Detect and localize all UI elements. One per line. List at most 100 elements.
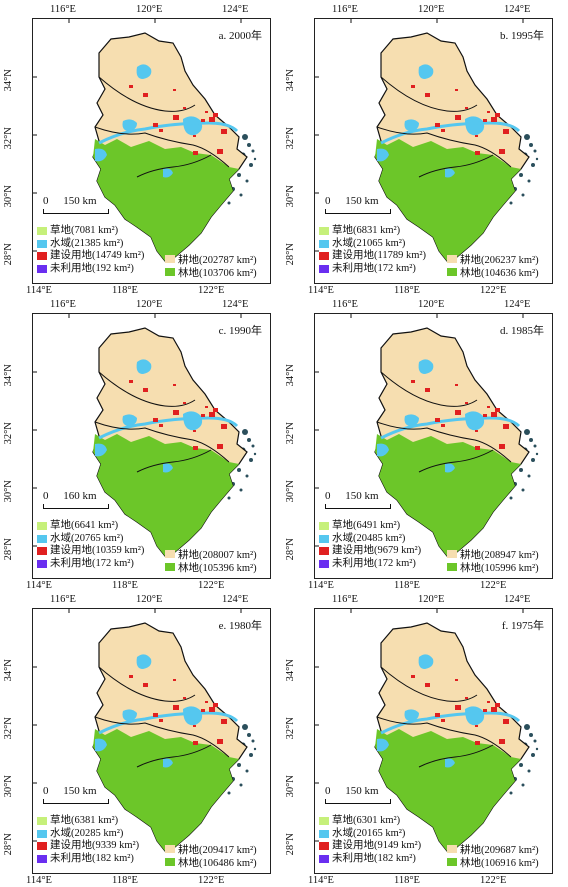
built-up-areas <box>411 675 509 745</box>
province-border <box>94 76 230 168</box>
legend-value: (21385 km²) <box>71 237 124 249</box>
top-tick-label: 124°E <box>504 299 531 310</box>
legend-label: 未利用地 <box>50 557 92 569</box>
bottom-tick-label: 118°E <box>112 580 138 591</box>
qiandao-lake <box>163 463 173 473</box>
built-up-patch <box>499 739 505 744</box>
legend-value: (21065 km²) <box>353 237 406 249</box>
built-up-patch <box>143 93 148 97</box>
land-use-map <box>315 609 539 852</box>
map-panel-4: 116°E 120°E 124°E 34°N 32°N 30°N 28°N 32… <box>285 299 560 590</box>
left-tick-label: 30°N <box>284 775 296 798</box>
legend-value: (20485 km²) <box>353 532 406 544</box>
island-mark <box>527 474 531 478</box>
forest-area <box>93 729 239 851</box>
chaohu-lake <box>404 414 419 426</box>
province-border <box>94 371 230 463</box>
unused-swatch <box>319 264 329 273</box>
legend-item-unused: 未利用地 (172 km²) <box>319 263 426 276</box>
legend-label: 建设用地 <box>332 250 374 261</box>
built-up-patch <box>495 408 500 412</box>
legend-value: (105996 km²) <box>481 562 539 574</box>
left-tick-label: 28°N <box>284 538 296 561</box>
unused-swatch <box>37 264 47 273</box>
province-border <box>376 371 512 463</box>
land-use-map <box>315 19 539 262</box>
qiandao-lake <box>163 758 173 768</box>
left-tick-label: 32°N <box>2 422 14 445</box>
island-mark <box>245 474 249 478</box>
province-border <box>376 666 512 758</box>
panel-title: b. 1995年 <box>500 30 544 42</box>
bottom-tick-label: 122°E <box>480 875 507 886</box>
built-up-patch <box>173 410 179 415</box>
island-mark <box>531 753 535 757</box>
legend-item-water: 水域 (20765 km²) <box>37 533 144 546</box>
legend-value: (14749 km²) <box>92 250 145 261</box>
built-up-patch <box>159 129 163 132</box>
chaohu-lake <box>122 119 137 131</box>
left-tick-label: 28°N <box>2 243 14 266</box>
map-frame: b. 1995年 0 150 km 草地 (6831 km²) 水域 (21065 … <box>314 18 553 284</box>
hongze-lake <box>418 64 434 79</box>
built-up-patch <box>483 709 487 712</box>
island-mark <box>239 488 243 492</box>
legend: 草地 (6831 km²) 水域 (21065 km²) 建设用地 (11789 km… <box>319 225 426 275</box>
built-up-patch <box>441 719 445 722</box>
graticule-ticks <box>33 19 242 252</box>
legend-label: 建设用地 <box>332 840 374 851</box>
legend-label: 草地 <box>50 520 71 531</box>
bottom-tick-label: 114°E <box>308 875 334 886</box>
chaohu-lake <box>404 709 419 721</box>
legend-value: (6641 km²) <box>71 520 119 531</box>
grass-swatch <box>319 817 329 826</box>
legend-value: (208007 km²) <box>199 550 257 561</box>
legend-label: 草地 <box>50 815 71 826</box>
qiandao-lake <box>445 168 455 178</box>
crop-swatch <box>165 255 175 263</box>
map-panel-5: 116°E 120°E 124°E 34°N 32°N 30°N 28°N 32… <box>3 594 278 885</box>
unused-swatch <box>37 559 47 568</box>
bottom-tick-label: 118°E <box>394 875 420 886</box>
legend-label: 耕地 <box>460 550 481 561</box>
island-mark <box>509 201 513 205</box>
island-mark <box>227 791 231 795</box>
province-border <box>418 154 494 178</box>
island-mark <box>247 143 251 147</box>
legend-item-grass: 草地 (6381 km²) <box>37 815 139 828</box>
legend-item-built: 建设用地 (9339 km²) <box>37 840 139 853</box>
legend-value: (20765 km²) <box>71 532 124 544</box>
island-mark <box>247 733 251 737</box>
legend-item-crop: 耕地(208947 km²) <box>447 550 539 563</box>
built-up-patch <box>183 697 186 699</box>
legend-item-unused: 未利用地 (192 km²) <box>37 263 144 276</box>
land-use-map <box>315 314 539 557</box>
legend: 草地 (7081 km²) 水域 (21385 km²) 建设用地 (14749 km… <box>37 225 144 275</box>
bottom-tick-label: 118°E <box>394 580 420 591</box>
island-mark <box>519 173 523 177</box>
built-up-patch <box>455 410 461 415</box>
top-tick-label: 120°E <box>136 299 163 310</box>
legend-value: (104636 km²) <box>481 267 539 279</box>
panel-title: f. 1975年 <box>501 620 544 632</box>
left-tick-label: 32°N <box>284 422 296 445</box>
island-mark <box>519 468 523 472</box>
province-border <box>418 744 494 768</box>
legend-item-forest: 林地(105396 km²) <box>165 562 257 576</box>
bottom-tick-label: 114°E <box>26 580 52 591</box>
built-up-patch <box>217 149 223 154</box>
left-tick-label: 34°N <box>2 364 14 387</box>
scale-value: 150 km <box>345 195 379 207</box>
scale-zero: 0 <box>43 785 49 797</box>
legend-item-unused: 未利用地 (172 km²) <box>37 558 144 571</box>
built-up-patch <box>129 675 133 678</box>
legend-label: 草地 <box>332 815 353 826</box>
legend-item-built: 建设用地 (9149 km²) <box>319 840 421 853</box>
scale-bar-line <box>43 209 109 214</box>
water-swatch <box>37 534 47 543</box>
top-tick-label: 124°E <box>222 594 249 605</box>
island-mark <box>521 193 525 197</box>
built-swatch <box>37 547 47 556</box>
island-mark <box>533 149 537 153</box>
built-up-patch <box>495 113 500 117</box>
